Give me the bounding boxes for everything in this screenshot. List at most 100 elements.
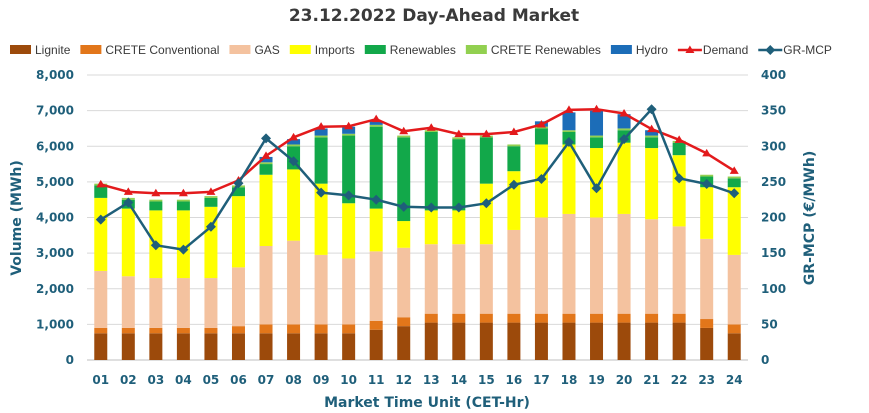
- bar-renewables: [507, 146, 521, 172]
- point-gr-mcp: [178, 244, 189, 255]
- bar-imports: [479, 183, 493, 245]
- point-demand: [96, 179, 106, 188]
- legend-swatch-lignite: [10, 45, 31, 54]
- bar-lignite: [617, 322, 631, 360]
- legend: Lignite CRETE Conventional GAS Imports Renew…: [10, 43, 832, 57]
- point-demand: [426, 123, 436, 131]
- bar-lignite: [507, 322, 521, 360]
- bar-crete-renewables: [700, 174, 714, 177]
- bar-gas: [645, 219, 659, 314]
- point-demand: [702, 148, 712, 157]
- bar-crete-renewables: [727, 176, 741, 179]
- bar-hydro: [287, 139, 301, 145]
- y2-tick-label: 300: [761, 139, 786, 153]
- bar-imports: [397, 221, 411, 248]
- bar-imports: [700, 187, 714, 239]
- x-axis-title: Market Time Unit (CET-Hr): [324, 395, 530, 411]
- bar-gas: [287, 240, 301, 325]
- bar-lignite: [700, 327, 714, 360]
- bar-lignite: [231, 333, 245, 360]
- bar-lignite: [590, 322, 604, 360]
- y-tick-label: 5,000: [36, 175, 74, 189]
- point-gr-mcp: [536, 174, 547, 185]
- bar-crete-renewables: [287, 144, 301, 147]
- line-series: [95, 104, 740, 255]
- bar-renewables: [479, 137, 493, 184]
- legend-swatch-hydro: [610, 45, 632, 54]
- y-tick-label: 3,000: [36, 246, 74, 260]
- bar-crete-conventional: [176, 327, 190, 334]
- point-demand: [481, 129, 491, 138]
- point-demand: [151, 188, 161, 197]
- bar-imports: [176, 210, 190, 279]
- x-tick-label: 20: [616, 373, 633, 387]
- x-tick-label: 06: [230, 373, 247, 387]
- y-axis-left-ticks: 0 1,000 2,000 3,000 4,000 5,000 6,000 7,000 8,00…: [36, 68, 74, 367]
- bar-renewables: [259, 164, 273, 175]
- bar-crete-conventional: [727, 324, 741, 334]
- point-demand: [316, 122, 326, 130]
- bar-crete-renewables: [424, 130, 438, 132]
- bar-lignite: [287, 333, 301, 360]
- legend-label-gr-mcp: GR-MCP: [783, 43, 832, 57]
- x-tick-label: 17: [533, 373, 550, 387]
- bar-lignite: [149, 333, 163, 360]
- bar-lignite: [424, 322, 438, 360]
- bar-lignite: [452, 322, 466, 360]
- x-tick-label: 02: [120, 373, 137, 387]
- bar-renewables: [231, 187, 245, 197]
- bar-crete-conventional: [231, 326, 245, 334]
- x-tick-label: 24: [726, 373, 743, 387]
- bar-gas: [727, 254, 741, 325]
- bar-crete-conventional: [204, 327, 218, 334]
- bar-hydro: [259, 156, 273, 163]
- bar-gas: [672, 226, 686, 314]
- point-demand: [564, 105, 574, 113]
- bar-renewables: [672, 142, 686, 156]
- point-demand: [619, 108, 629, 117]
- bar-gas: [149, 278, 163, 328]
- point-gr-mcp: [674, 173, 685, 184]
- bar-gas: [479, 244, 493, 314]
- bar-lignite: [369, 329, 383, 360]
- bar-imports: [94, 197, 108, 271]
- point-demand: [399, 126, 409, 135]
- point-gr-mcp: [453, 202, 464, 213]
- y-tick-label: 4,000: [36, 211, 74, 225]
- bar-lignite: [204, 333, 218, 360]
- bar-hydro: [645, 130, 659, 136]
- bar-gas: [231, 267, 245, 327]
- point-demand: [261, 151, 271, 159]
- point-demand: [123, 187, 133, 195]
- legend-marker-gr-mcp: [765, 45, 776, 55]
- bar-imports: [204, 206, 218, 279]
- bar-crete-conventional: [590, 313, 604, 323]
- bar-crete-renewables: [314, 135, 328, 138]
- point-gr-mcp: [426, 202, 437, 213]
- x-tick-label: 15: [478, 373, 495, 387]
- bar-renewables: [204, 197, 218, 207]
- legend-label-crete-conventional: CRETE Conventional: [105, 43, 219, 57]
- bar-gas: [94, 270, 108, 328]
- bar-crete-renewables: [452, 137, 466, 140]
- bar-imports: [259, 174, 273, 246]
- bar-crete-renewables: [259, 162, 273, 165]
- bar-crete-conventional: [342, 324, 356, 334]
- y2-tick-label: 400: [761, 68, 786, 82]
- bar-renewables: [314, 137, 328, 184]
- bar-gas: [176, 278, 190, 328]
- bar-crete-conventional: [314, 324, 328, 334]
- bar-gas: [314, 254, 328, 325]
- point-gr-mcp: [288, 156, 299, 167]
- bar-lignite: [314, 333, 328, 360]
- point-gr-mcp: [205, 221, 216, 232]
- bar-gas: [204, 278, 218, 328]
- bar-crete-conventional: [562, 313, 576, 323]
- point-gr-mcp: [95, 214, 106, 225]
- point-demand: [729, 166, 739, 174]
- bar-hydro: [369, 121, 383, 125]
- legend-label-gas: GAS: [254, 43, 279, 57]
- bar-gas: [369, 251, 383, 321]
- x-axis-ticks: 01 02 03 04 05 06 07 08 09 10 11 12 13 14 15 16 17 18 19 20…: [92, 373, 742, 387]
- legend-marker-demand: [685, 45, 695, 53]
